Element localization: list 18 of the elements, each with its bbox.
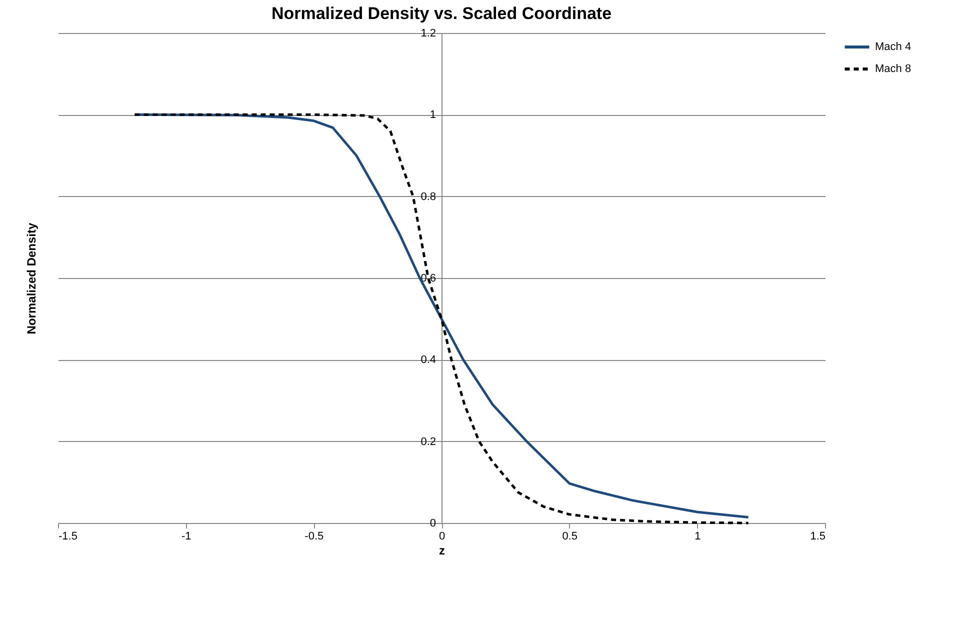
legend-label: Mach 8 <box>875 63 912 75</box>
y-tick-label: 1.2 <box>420 28 436 40</box>
x-tick-label: 0 <box>438 530 446 542</box>
legend-label: Mach 4 <box>875 41 912 53</box>
x-axis-title: z <box>439 544 445 558</box>
y-tick-label: 0.4 <box>420 354 436 366</box>
x-tick-label: 0.5 <box>562 530 578 542</box>
chart-title: Normalized Density vs. Scaled Coordinate <box>271 4 612 23</box>
x-tick-label: 1.5 <box>810 530 826 542</box>
x-tick-label: 1 <box>694 530 701 542</box>
y-tick-label: 1 <box>430 109 436 122</box>
x-tick-label: -1.5 <box>58 530 78 542</box>
y-axis-title: Normalized Density <box>24 222 38 334</box>
y-tick-label: 0.8 <box>420 190 436 203</box>
y-tick-label: 0 <box>430 518 436 530</box>
x-tick-label: -0.5 <box>304 530 324 542</box>
y-tick-label: 0.2 <box>420 436 436 448</box>
x-tick-label: -1 <box>181 530 192 542</box>
